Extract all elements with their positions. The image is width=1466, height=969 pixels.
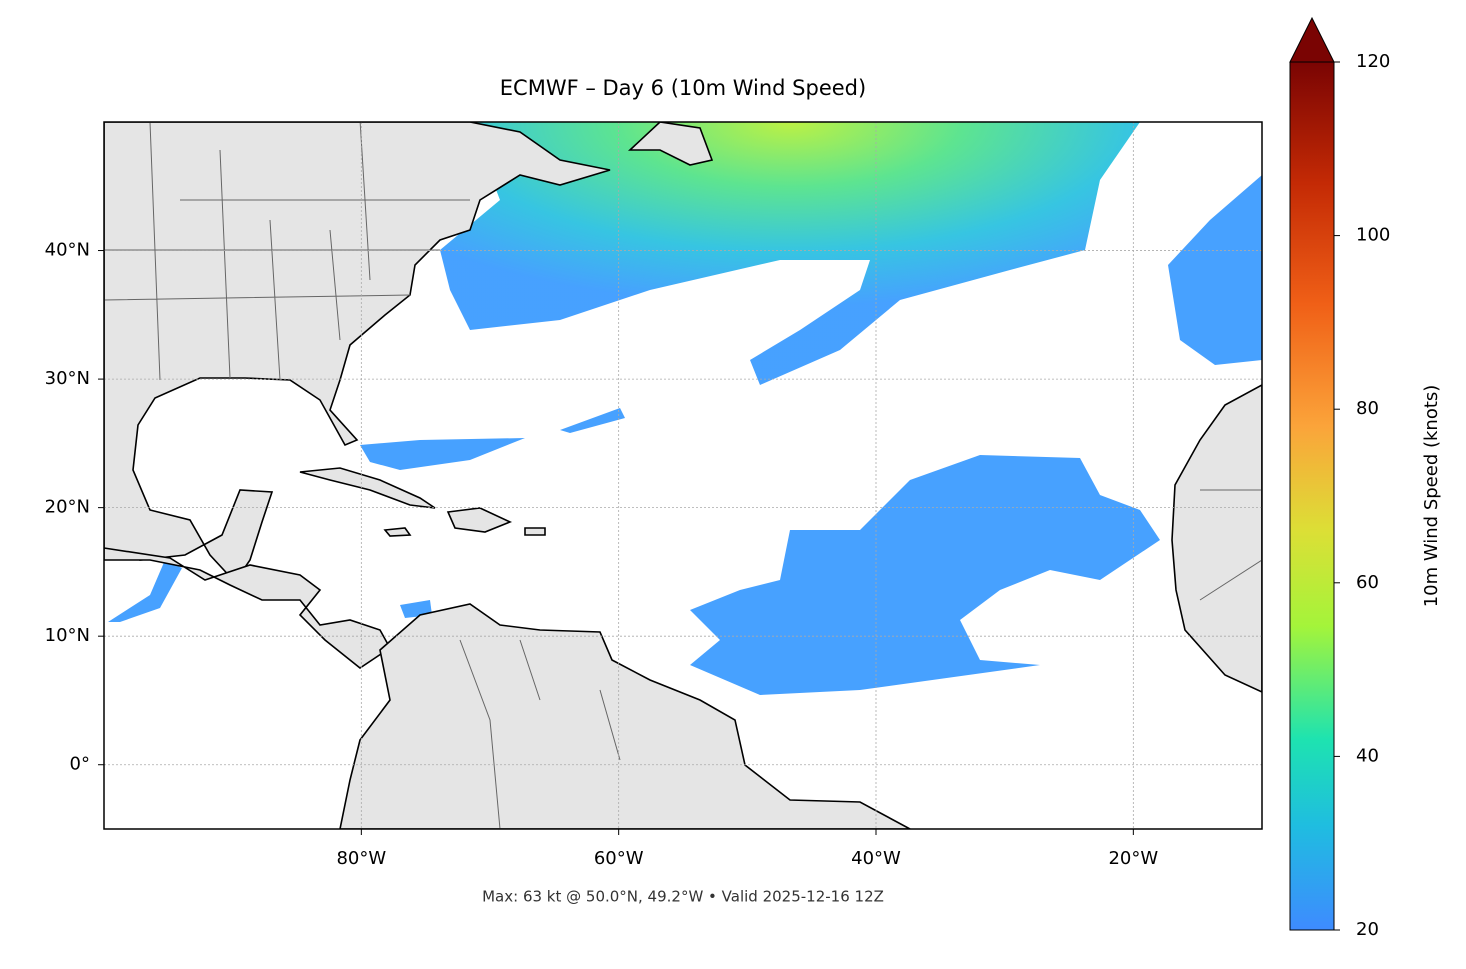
colorbar-tick-label: 20 — [1356, 919, 1379, 940]
south-america — [339, 603, 911, 829]
cuba — [299, 467, 436, 509]
wind-field — [440, 122, 1140, 385]
map-frame — [103, 121, 1263, 830]
lat-tick-label: 10°N — [45, 625, 90, 646]
lat-tick-label: 30°N — [45, 368, 90, 389]
lon-tick-label: 80°W — [336, 848, 386, 869]
colorbar-label: 10m Wind Speed (knots) — [1421, 385, 1442, 608]
map-title: ECMWF – Day 6 (10m Wind Speed) — [500, 76, 866, 100]
puerto-rico — [524, 527, 546, 536]
colorbar-extend — [1289, 16, 1335, 63]
wind-field — [108, 560, 182, 622]
lon-tick-label: 20°W — [1108, 848, 1158, 869]
footer-text: Max: 63 kt @ 50.0°N, 49.2°W • Valid 2025… — [482, 888, 884, 906]
colorbar-tick-label: 120 — [1356, 51, 1390, 72]
lat-tick-label: 40°N — [45, 240, 90, 261]
colorbar-tick-label: 80 — [1356, 398, 1379, 419]
colorbar — [1289, 61, 1335, 931]
newfoundland — [627, 122, 714, 166]
map-area — [104, 122, 1262, 829]
colorbar-tick-label: 100 — [1356, 225, 1390, 246]
colorbar-tick-label: 60 — [1356, 572, 1379, 593]
north-america — [104, 122, 611, 584]
wind-field — [560, 408, 625, 433]
africa — [1171, 384, 1262, 693]
country-borders — [459, 489, 1262, 829]
wind-field — [690, 455, 1160, 695]
lon-tick-label: 40°W — [851, 848, 901, 869]
state-borders — [104, 122, 470, 381]
jamaica — [383, 527, 412, 537]
wind-field — [360, 438, 525, 470]
lat-tick-label: 0° — [70, 754, 90, 775]
lat-tick-label: 20°N — [45, 497, 90, 518]
lon-tick-label: 60°W — [594, 848, 644, 869]
colorbar-tick-label: 40 — [1356, 745, 1379, 766]
wind-field — [1168, 175, 1262, 365]
hispaniola — [446, 507, 513, 533]
